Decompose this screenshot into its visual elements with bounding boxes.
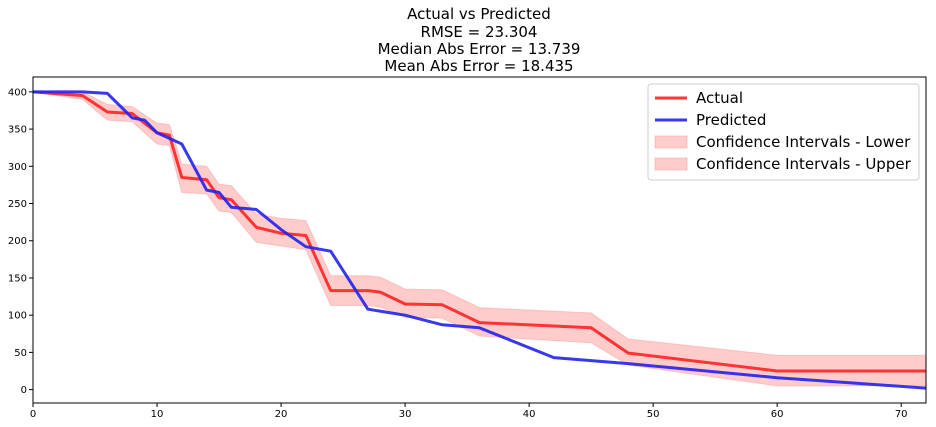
y-tick-label: 100	[8, 311, 27, 322]
x-tick-label: 40	[523, 409, 536, 420]
y-tick-label: 200	[8, 236, 27, 247]
x-tick-label: 10	[151, 409, 164, 420]
title-line-1: Actual vs Predicted	[407, 5, 551, 23]
plot-area	[32, 76, 927, 404]
y-tick-label: 400	[8, 87, 27, 98]
x-tick-label: 70	[895, 409, 908, 420]
x-tick-label: 60	[771, 409, 784, 420]
x-tick-label: 20	[275, 409, 288, 420]
title-line-4: Mean Abs Error = 18.435	[384, 57, 573, 75]
legend-box	[647, 83, 920, 181]
plot-frame	[32, 76, 927, 404]
x-axis: 0 10 20 30 40 50 60 70	[30, 403, 908, 420]
x-tick-label: 30	[399, 409, 412, 420]
y-tick-label: 350	[8, 125, 27, 136]
series-lines	[33, 90, 926, 390]
y-axis: 0 50 100 150 200 250 300 350 400	[8, 87, 33, 396]
y-tick-label: 150	[8, 273, 27, 284]
y-tick-label: 50	[14, 348, 27, 359]
y-tick-label: 250	[8, 199, 27, 210]
chart-title: Actual vs Predicted RMSE = 23.304 Median…	[378, 5, 581, 75]
title-line-2: RMSE = 23.304	[421, 23, 538, 41]
legend-swatch-confidence-intervals-upper	[654, 157, 688, 171]
legend-label-actual: Actual	[696, 89, 743, 107]
legend-label-confidence-intervals-lower: Confidence Intervals - Lower	[696, 133, 911, 151]
legend-swatch-confidence-intervals-lower	[654, 135, 688, 149]
x-tick-label: 0	[30, 409, 36, 420]
series-line-predicted	[33, 90, 926, 390]
legend-label-confidence-intervals-upper: Confidence Intervals - Upper	[696, 155, 912, 173]
x-tick-label: 50	[647, 409, 660, 420]
y-tick-label: 0	[21, 385, 27, 396]
y-tick-label: 300	[8, 162, 27, 173]
title-line-3: Median Abs Error = 13.739	[378, 40, 581, 58]
legend-label-predicted: Predicted	[696, 111, 766, 129]
legend: Actual Predicted Confidence Intervals - Lo…	[647, 83, 920, 181]
